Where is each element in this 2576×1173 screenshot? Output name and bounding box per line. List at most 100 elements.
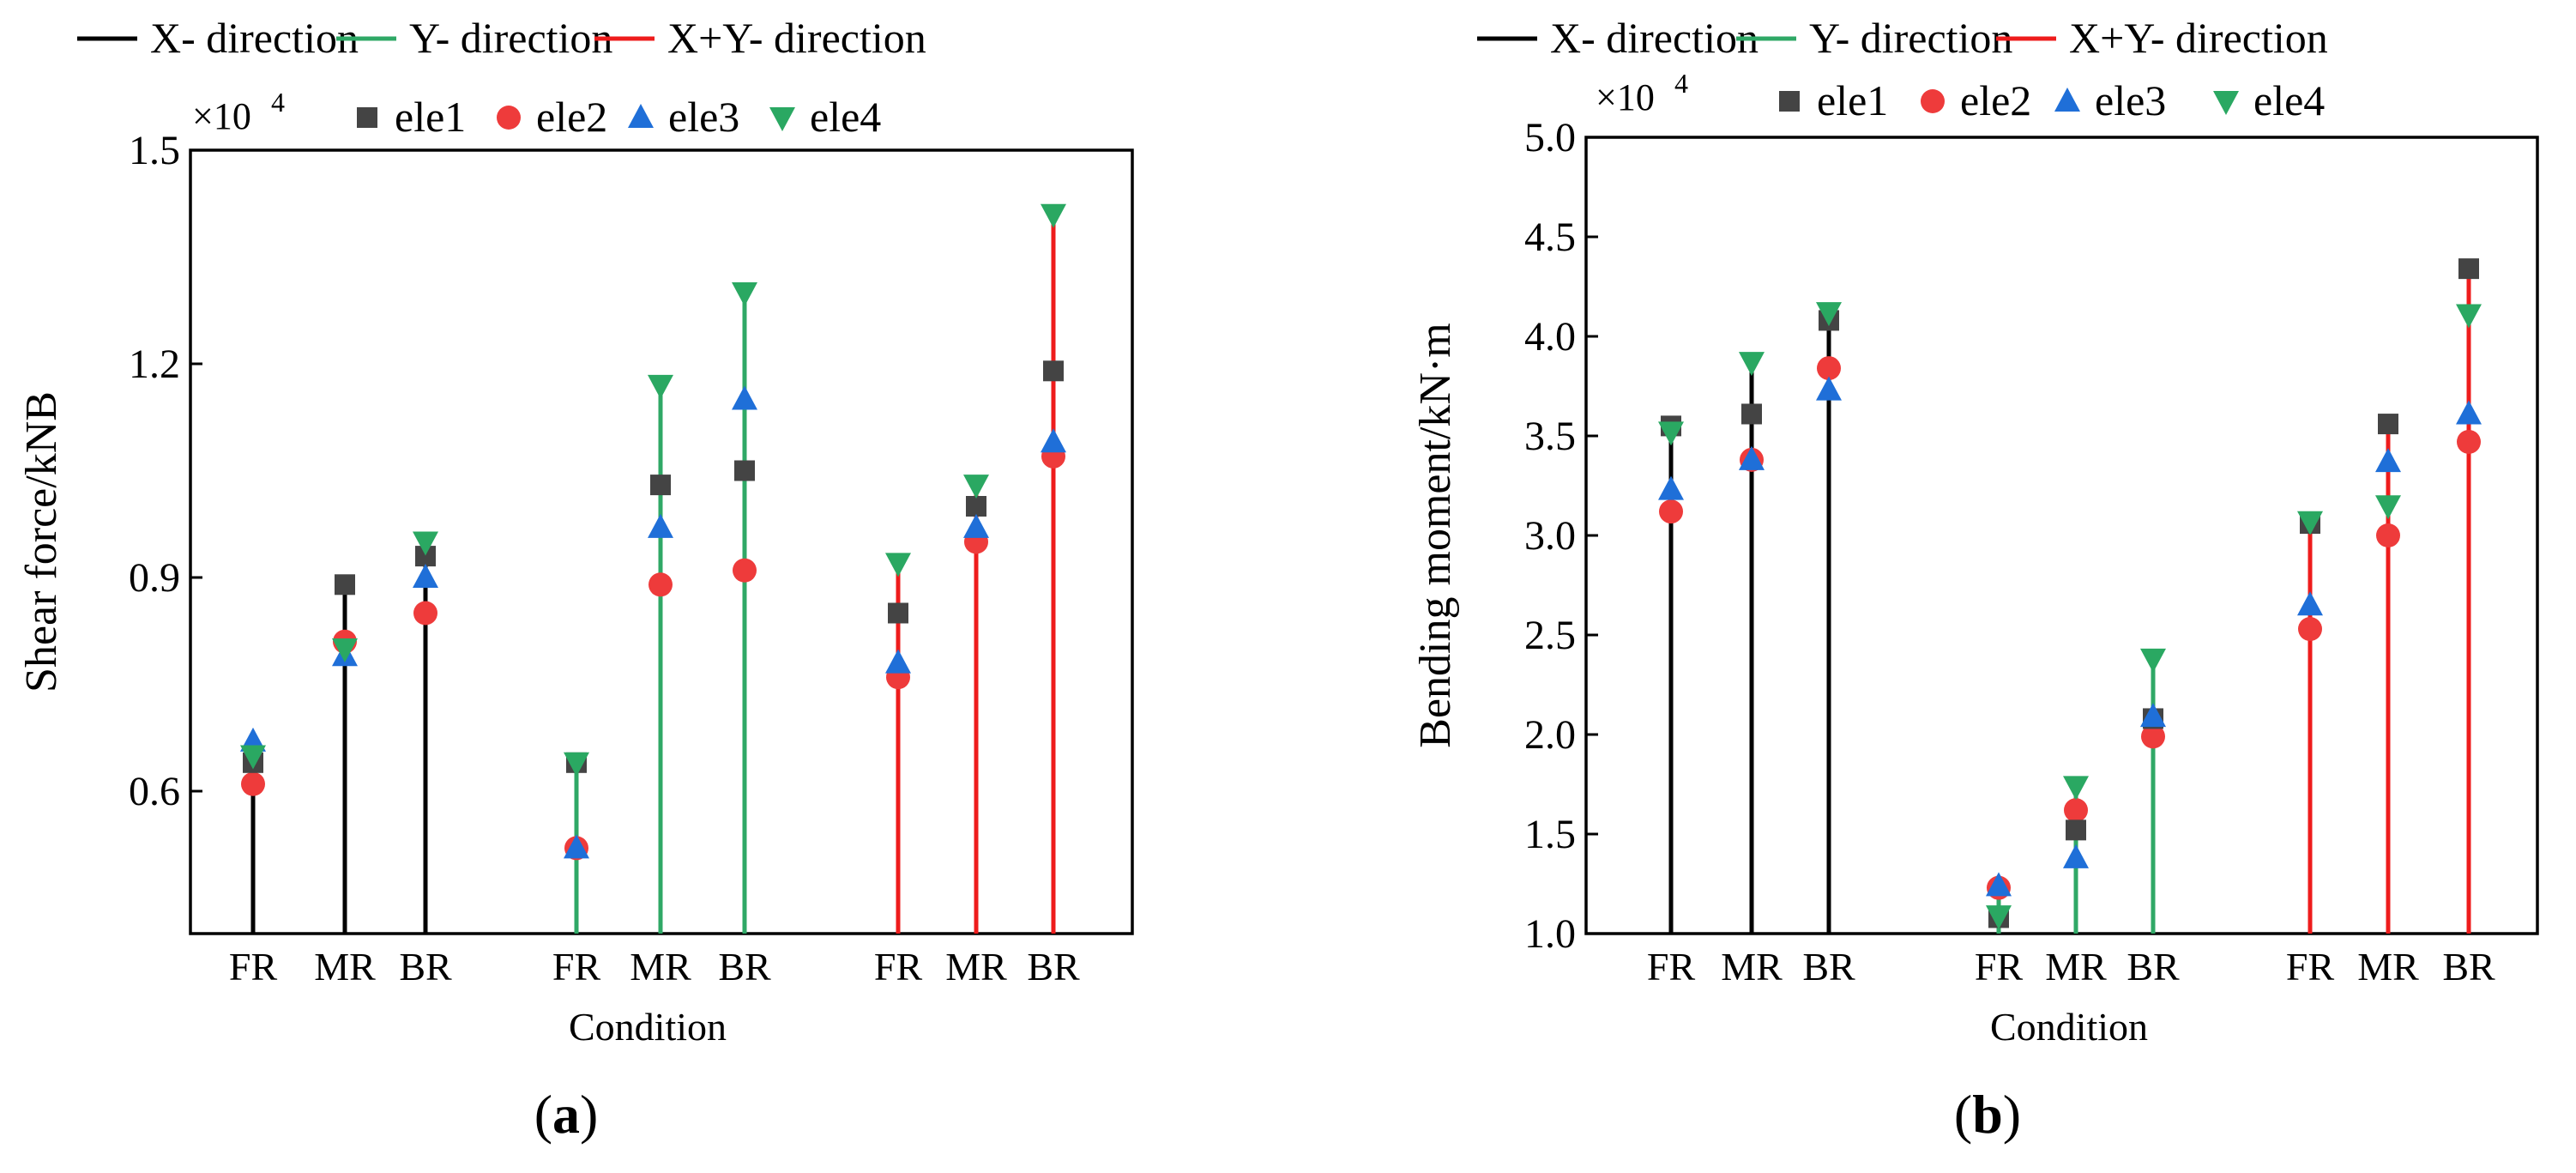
- legend-ele3-marker: [628, 104, 654, 128]
- point-ele1: [888, 602, 908, 624]
- x-axis-label: Condition: [1990, 1005, 2148, 1049]
- point-ele1: [966, 496, 986, 517]
- chart-panel-b: X- direction Y- direction X+Y- direction el…: [1411, 14, 2539, 1145]
- point-ele4: [1658, 421, 1684, 446]
- legend-ele2-label: ele2: [1960, 76, 2031, 124]
- panel-label: (a): [534, 1084, 599, 1145]
- point-ele3: [564, 834, 589, 859]
- point-ele3: [2063, 843, 2089, 868]
- legend-ele3-label: ele3: [2095, 76, 2166, 124]
- point-ele2: [1659, 499, 1683, 524]
- legend-ele2-marker: [1921, 89, 1945, 113]
- legend-ele1-label: ele1: [1817, 76, 1888, 124]
- y-axis-label: Bending moment/kN·m: [1411, 323, 1460, 747]
- point-ele1: [335, 574, 355, 596]
- y-tick-label: 2.0: [1524, 712, 1576, 758]
- legend-ele4-label: ele4: [810, 93, 881, 141]
- point-ele3: [648, 513, 673, 538]
- point-ele4: [332, 638, 358, 662]
- legend-ele3-label: ele3: [668, 93, 739, 141]
- chart-panel-a: X- direction Y- direction X+Y- direction el…: [17, 14, 1134, 1145]
- point-ele2: [2141, 724, 2165, 749]
- legend-ele1-marker: [357, 107, 377, 128]
- x-tick-label: BR: [2127, 945, 2180, 989]
- legend-ele2-label: ele2: [536, 93, 607, 141]
- point-ele3: [963, 513, 989, 538]
- x-tick-label: MR: [945, 945, 1007, 989]
- panel-label: (b): [1954, 1084, 2021, 1145]
- point-ele1: [2378, 414, 2398, 435]
- point-ele3: [413, 564, 438, 588]
- x-tick-label: FR: [229, 945, 278, 989]
- y-tick-label: 5.0: [1524, 115, 1576, 160]
- point-ele3: [2456, 400, 2482, 425]
- point-ele3: [1658, 475, 1684, 500]
- point-ele2: [2457, 429, 2481, 454]
- point-ele3: [1816, 376, 1842, 401]
- y-scale-exponent: 4: [1674, 68, 1688, 99]
- point-ele2: [649, 572, 673, 597]
- point-ele3: [885, 649, 911, 674]
- x-tick-label: BR: [2442, 945, 2495, 989]
- legend-x-direction-label: X- direction: [150, 14, 359, 62]
- legend-y-direction-label: Y- direction: [1809, 14, 2012, 62]
- legend-ele1-label: ele1: [395, 93, 466, 141]
- legend-y-direction-label: Y- direction: [409, 14, 612, 62]
- y-tick-label: 0.6: [129, 769, 180, 814]
- point-ele2: [2298, 617, 2322, 642]
- x-tick-label: BR: [1027, 945, 1080, 989]
- point-ele2: [733, 558, 757, 583]
- point-ele4: [963, 475, 989, 499]
- point-ele4: [648, 374, 673, 399]
- point-ele4: [2375, 495, 2401, 520]
- point-ele3: [1739, 445, 1765, 470]
- point-ele4: [240, 745, 266, 770]
- point-ele1: [2066, 819, 2086, 841]
- point-ele4: [1816, 302, 1842, 327]
- y-scale-exponent: 4: [271, 87, 285, 118]
- x-tick-label: FR: [1647, 945, 1696, 989]
- y-tick-label: 1.2: [129, 342, 180, 387]
- point-ele4: [564, 752, 589, 777]
- y-tick-label: 3.5: [1524, 414, 1576, 459]
- y-tick-label: 1.5: [1524, 812, 1576, 857]
- point-ele4: [732, 282, 757, 306]
- legend-ele4-label: ele4: [2253, 76, 2325, 124]
- point-ele4: [1986, 905, 2012, 930]
- point-ele4: [2063, 776, 2089, 801]
- point-ele1: [1043, 360, 1064, 382]
- legend-xy-direction-label: X+Y- direction: [2069, 14, 2328, 62]
- point-ele4: [2456, 304, 2482, 329]
- legend-xy-direction-label: X+Y- direction: [667, 14, 926, 62]
- point-ele3: [1986, 872, 2012, 897]
- point-ele4: [1739, 352, 1765, 377]
- point-ele3: [1041, 428, 1066, 453]
- point-ele3: [2375, 448, 2401, 473]
- point-ele1: [2458, 258, 2479, 280]
- y-tick-label: 0.9: [129, 555, 180, 601]
- y-tick-label: 4.5: [1524, 215, 1576, 260]
- x-tick-label: FR: [552, 945, 601, 989]
- point-ele2: [2376, 523, 2400, 547]
- point-ele3: [2140, 703, 2166, 728]
- y-scale-factor: ×10: [192, 95, 251, 137]
- point-ele2: [1817, 356, 1841, 381]
- point-ele3: [732, 385, 757, 410]
- legend-ele1-marker: [1779, 91, 1800, 112]
- point-ele1: [734, 460, 755, 481]
- x-tick-label: BR: [1802, 945, 1855, 989]
- point-ele2: [413, 601, 437, 626]
- x-tick-label: MR: [1721, 945, 1783, 989]
- point-ele1: [1741, 403, 1762, 425]
- x-tick-label: FR: [1975, 945, 2024, 989]
- y-tick-label: 1.5: [129, 128, 180, 173]
- x-tick-label: MR: [2357, 945, 2419, 989]
- y-scale-factor: ×10: [1596, 76, 1655, 118]
- point-ele4: [885, 553, 911, 577]
- legend-ele3-marker: [2054, 88, 2080, 112]
- point-ele4: [2140, 648, 2166, 673]
- point-ele4: [2297, 511, 2323, 535]
- y-tick-label: 4.0: [1524, 314, 1576, 360]
- legend-x-direction-label: X- direction: [1550, 14, 1759, 62]
- x-tick-label: BR: [718, 945, 771, 989]
